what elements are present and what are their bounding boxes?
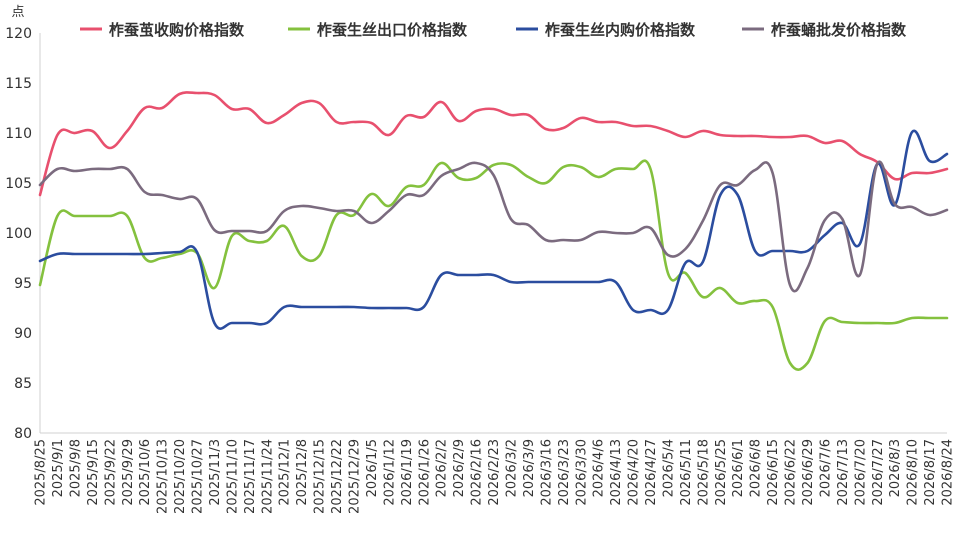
- y-tick-label: 115: [5, 76, 32, 92]
- x-tick-label: 2025/10/13: [156, 439, 171, 514]
- series-line-1: [38, 91, 949, 197]
- x-tick-label: 2026/6/8: [749, 439, 764, 497]
- x-tick-label: 2026/6/29: [801, 439, 816, 506]
- x-tick-label: 2026/8/17: [923, 439, 938, 506]
- legend-label: 柞蚕生丝内购价格指数: [545, 21, 696, 39]
- x-tick-label: 2026/6/15: [766, 439, 781, 506]
- x-tick-label: 2026/5/25: [714, 439, 729, 506]
- x-tick-label: 2025/11/3: [208, 439, 223, 506]
- x-tick-label: 2026/4/20: [627, 439, 642, 506]
- x-tick-label: 2026/8/10: [906, 439, 921, 506]
- x-tick-label: 2026/2/16: [470, 439, 485, 506]
- x-tick-label: 2025/9/29: [121, 439, 136, 506]
- x-tick-label: 2025/12/1: [278, 439, 293, 506]
- legend-item-4: 柞蚕蛹批发价格指数: [742, 21, 907, 39]
- x-tick-label: 2026/3/16: [539, 439, 554, 506]
- y-tick-label: 105: [5, 176, 32, 192]
- x-tick-label: 2025/11/24: [260, 439, 275, 514]
- legend: 柞蚕茧收购价格指数 柞蚕生丝出口价格指数 柞蚕生丝内购价格指数 柞蚕蛹批发价格指数: [80, 21, 907, 39]
- x-tick-label: 2025/9/1: [51, 439, 66, 497]
- x-tick-label: 2025/10/20: [173, 439, 188, 514]
- y-tick-label: 90: [14, 326, 32, 342]
- x-tick-label: 2026/5/11: [679, 439, 694, 506]
- legend-item-2: 柞蚕生丝出口价格指数: [288, 21, 468, 39]
- x-tick-label: 2025/8/25: [34, 439, 49, 506]
- x-tick-label: 2026/3/9: [522, 439, 537, 497]
- x-tick-label: 2026/7/6: [818, 439, 833, 497]
- x-tick-label: 2026/6/1: [731, 439, 746, 497]
- x-tick-label: 2025/11/10: [225, 439, 240, 514]
- x-tick-label: 2026/8/24: [941, 439, 956, 506]
- series-line-3: [38, 129, 949, 330]
- x-tick-label: 2025/10/6: [138, 439, 153, 506]
- legend-label: 柞蚕生丝出口价格指数: [317, 21, 468, 39]
- x-tick-label: 2026/7/27: [871, 439, 886, 506]
- plot-area: [38, 91, 949, 371]
- x-tick-label: 2026/3/2: [504, 439, 519, 497]
- x-axis: 2025/8/25 2025/9/1 2025/9/8 2025/9/15 2025/9…: [34, 432, 956, 514]
- x-tick-label: 2026/2/9: [452, 439, 467, 497]
- x-tick-label: 2026/7/13: [836, 439, 851, 506]
- x-tick-label: 2026/2/2: [435, 439, 450, 497]
- y-axis: 80 85 90 95 100 105 110 115 120: [5, 26, 41, 442]
- x-tick-label: 2026/2/23: [487, 439, 502, 506]
- x-tick-label: 2026/4/27: [644, 439, 659, 506]
- legend-item-3: 柞蚕生丝内购价格指数: [516, 21, 696, 39]
- series-line-4: [38, 160, 949, 293]
- y-tick-label: 95: [14, 276, 32, 292]
- x-tick-label: 2026/6/22: [784, 439, 799, 506]
- x-tick-label: 2026/1/19: [400, 439, 415, 506]
- x-tick-label: 2025/12/29: [348, 439, 363, 514]
- legend-label: 柞蚕蛹批发价格指数: [771, 21, 907, 39]
- x-tick-label: 2026/1/12: [382, 439, 397, 506]
- x-tick-label: 2026/4/13: [609, 439, 624, 506]
- x-tick-label: 2025/9/15: [86, 439, 101, 506]
- series-line-2: [38, 159, 949, 371]
- legend-label: 柞蚕茧收购价格指数: [109, 21, 245, 39]
- x-tick-label: 2025/11/17: [243, 439, 258, 514]
- x-tick-label: 2026/1/26: [417, 439, 432, 506]
- x-tick-label: 2026/4/6: [592, 439, 607, 497]
- y-axis-unit-label: 点: [11, 5, 24, 20]
- x-tick-label: 2026/3/23: [557, 439, 572, 506]
- x-tick-label: 2026/5/18: [696, 439, 711, 506]
- y-tick-label: 120: [5, 26, 32, 42]
- x-tick-label: 2025/10/27: [191, 439, 206, 514]
- x-tick-label: 2025/12/22: [330, 439, 345, 514]
- x-tick-label: 2026/5/4: [661, 439, 676, 497]
- x-tick-label: 2025/9/22: [103, 439, 118, 506]
- x-tick-label: 2026/1/5: [365, 439, 380, 497]
- y-tick-label: 100: [5, 226, 32, 242]
- y-tick-label: 80: [14, 426, 32, 442]
- y-tick-label: 110: [5, 126, 32, 142]
- x-tick-label: 2025/12/15: [313, 439, 328, 514]
- x-tick-label: 2026/8/3: [888, 439, 903, 497]
- legend-item-1: 柞蚕茧收购价格指数: [80, 21, 245, 39]
- y-tick-label: 85: [14, 376, 32, 392]
- x-tick-label: 2026/7/20: [853, 439, 868, 506]
- x-tick-label: 2025/9/8: [68, 439, 83, 497]
- x-tick-label: 2026/3/30: [574, 439, 589, 506]
- x-tick-label: 2025/12/8: [295, 439, 310, 506]
